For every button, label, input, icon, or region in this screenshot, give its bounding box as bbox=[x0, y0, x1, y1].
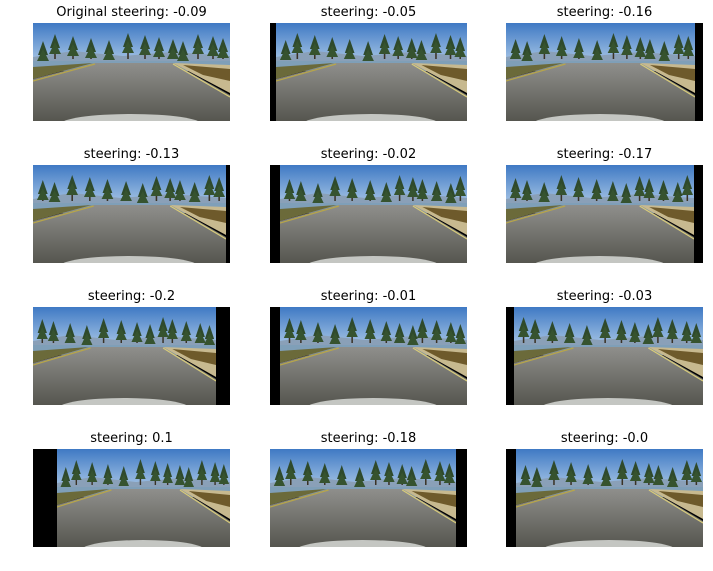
road-scene bbox=[33, 23, 230, 121]
road-image bbox=[506, 307, 703, 405]
road-scene bbox=[506, 165, 694, 263]
shift-bar-left bbox=[270, 23, 276, 121]
road-scene bbox=[33, 307, 216, 405]
road-scene bbox=[276, 23, 467, 121]
shift-bar-right bbox=[694, 165, 703, 263]
shift-bar-right bbox=[216, 307, 230, 405]
road-image bbox=[506, 165, 703, 263]
road-scene bbox=[516, 449, 703, 547]
panel-title: steering: -0.16 bbox=[556, 5, 653, 20]
panel-title: steering: -0.2 bbox=[87, 289, 176, 304]
panel-title: steering: -0.0 bbox=[560, 431, 649, 446]
shift-bar-right bbox=[226, 165, 230, 263]
road-image bbox=[506, 449, 703, 547]
panel-title: steering: -0.13 bbox=[83, 147, 180, 162]
panel-title: steering: -0.18 bbox=[320, 431, 417, 446]
road-scene bbox=[280, 307, 467, 405]
panel-title: steering: -0.01 bbox=[320, 289, 417, 304]
road-scene bbox=[514, 307, 703, 405]
panel-title: steering: -0.05 bbox=[320, 5, 417, 20]
road-scene bbox=[506, 23, 695, 121]
road-image bbox=[33, 23, 230, 121]
road-image bbox=[270, 307, 467, 405]
road-image bbox=[270, 449, 467, 547]
shift-bar-left bbox=[33, 449, 57, 547]
road-image bbox=[270, 165, 467, 263]
road-scene bbox=[280, 165, 467, 263]
road-scene bbox=[270, 449, 456, 547]
road-image bbox=[33, 165, 230, 263]
shift-bar-left bbox=[270, 307, 280, 405]
shift-bar-left bbox=[506, 307, 514, 405]
panel-title: steering: -0.03 bbox=[556, 289, 653, 304]
road-image bbox=[33, 449, 230, 547]
panel-title: steering: -0.17 bbox=[556, 147, 653, 162]
shift-bar-left bbox=[270, 165, 280, 263]
road-scene bbox=[57, 449, 230, 547]
shift-bar-right bbox=[695, 23, 703, 121]
road-image bbox=[33, 307, 230, 405]
panel-title: steering: -0.02 bbox=[320, 147, 417, 162]
road-image bbox=[270, 23, 467, 121]
road-scene bbox=[33, 165, 226, 263]
panel-title: Original steering: -0.09 bbox=[56, 5, 207, 20]
shift-bar-right bbox=[456, 449, 467, 547]
shift-bar-left bbox=[506, 449, 516, 547]
road-image bbox=[506, 23, 703, 121]
panel-title: steering: 0.1 bbox=[90, 431, 173, 446]
